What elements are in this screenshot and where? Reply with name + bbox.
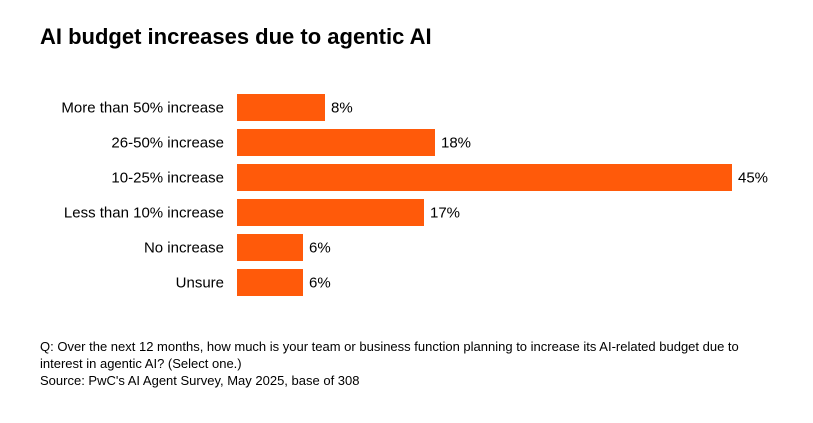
category-label-less-than-10-increase: Less than 10% increase xyxy=(64,205,224,222)
value-label-unsure: 6% xyxy=(309,275,331,292)
category-label-26-50-increase: 26-50% increase xyxy=(111,135,224,152)
value-label-10-25-increase: 45% xyxy=(738,170,768,187)
category-label-more-than-50-increase: More than 50% increase xyxy=(61,100,224,117)
category-label-10-25-increase: 10-25% increase xyxy=(111,170,224,187)
bar-less-than-10-increase xyxy=(237,199,424,226)
survey-question: Q: Over the next 12 months, how much is … xyxy=(40,339,739,371)
chart-title: AI budget increases due to agentic AI xyxy=(40,24,432,49)
category-label-unsure: Unsure xyxy=(176,275,224,292)
value-label-more-than-50-increase: 8% xyxy=(331,100,353,117)
chart-notes: Q: Over the next 12 months, how much is … xyxy=(40,338,780,389)
bar-10-25-increase xyxy=(237,164,732,191)
bar-no-increase xyxy=(237,234,303,261)
bar-unsure xyxy=(237,269,303,296)
value-label-less-than-10-increase: 17% xyxy=(430,205,460,222)
value-label-26-50-increase: 18% xyxy=(441,135,471,152)
bar-more-than-50-increase xyxy=(237,94,325,121)
value-label-no-increase: 6% xyxy=(309,240,331,257)
bar-26-50-increase xyxy=(237,129,435,156)
category-label-no-increase: No increase xyxy=(144,240,224,257)
bar-chart: More than 50% increase 8% 26-50% increase 1… xyxy=(61,94,768,296)
source-note: Source: PwC's AI Agent Survey, May 2025,… xyxy=(40,373,360,388)
